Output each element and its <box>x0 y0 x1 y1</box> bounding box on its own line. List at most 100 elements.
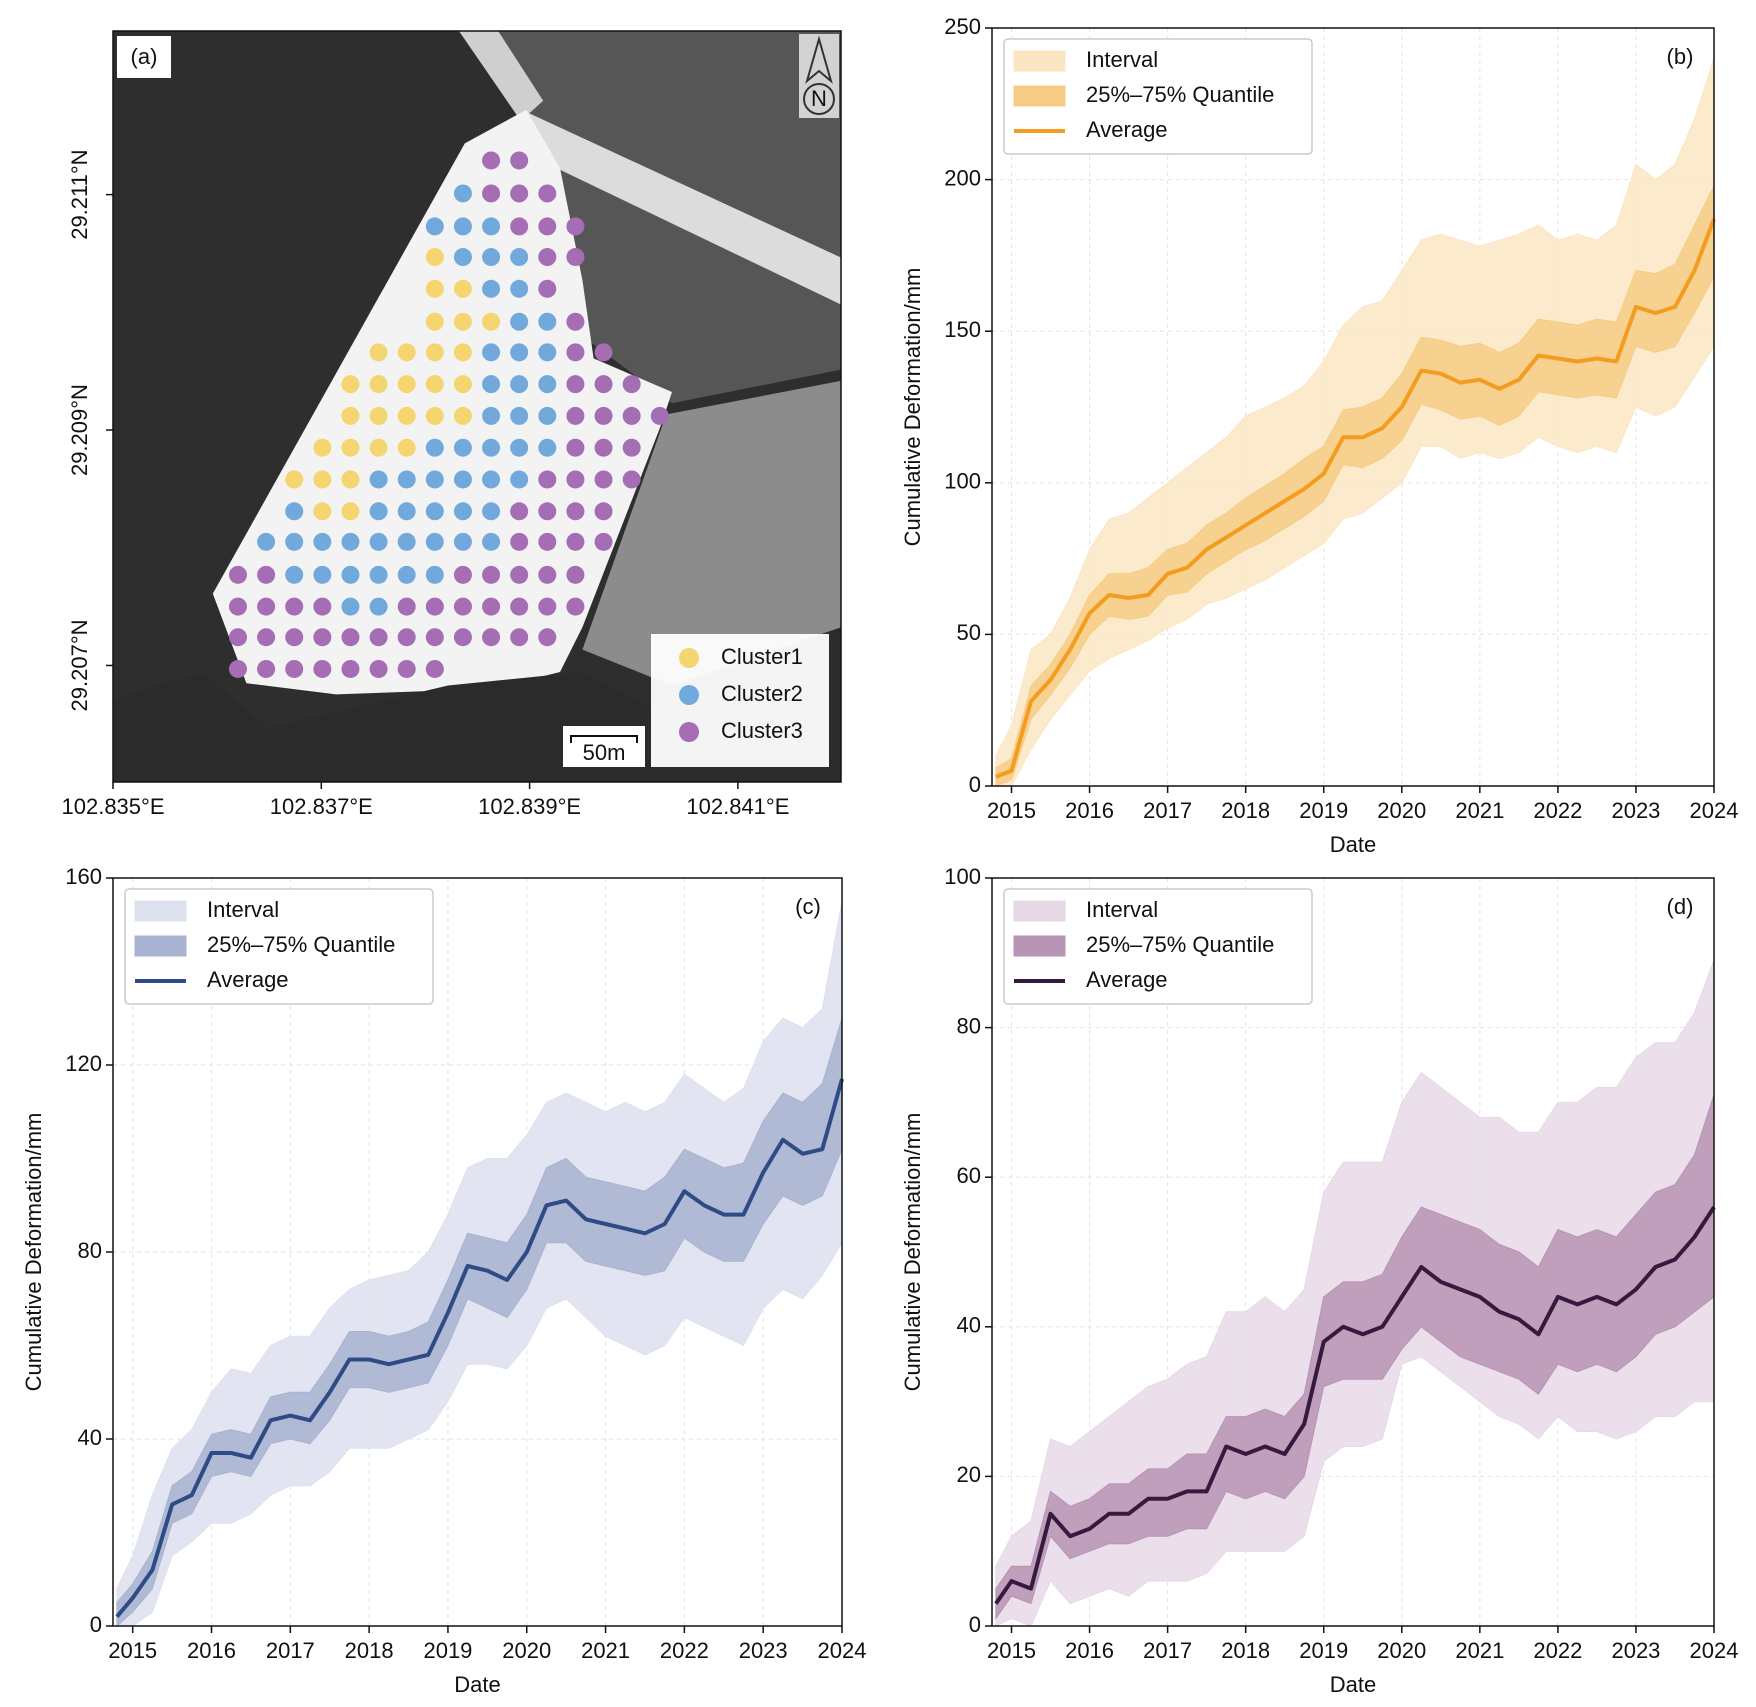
y-axis-title: Cumulative Deformation/mm <box>21 1113 46 1392</box>
cluster-point <box>397 502 416 521</box>
cluster-point <box>228 597 247 616</box>
x-tick-label: 2022 <box>660 1638 709 1663</box>
x-tick-label: 2023 <box>739 1638 788 1663</box>
y-tick-label: 20 <box>957 1462 981 1487</box>
cluster-point <box>369 375 388 394</box>
legend-label: 25%–75% Quantile <box>1086 82 1274 107</box>
x-tick-label: 2021 <box>581 1638 630 1663</box>
legend-marker <box>679 648 699 668</box>
panel-label: (a) <box>131 44 158 69</box>
cluster-point <box>341 532 360 551</box>
y-tick-label: 100 <box>944 469 981 494</box>
cluster-point <box>257 565 276 584</box>
cluster-point <box>482 532 501 551</box>
x-axis-title: Date <box>1330 1672 1376 1697</box>
cluster-point <box>622 406 641 425</box>
x-tick-label: 2021 <box>1455 1638 1504 1663</box>
legend-marker <box>679 685 699 705</box>
cluster-point <box>510 532 529 551</box>
cluster-point <box>453 184 472 203</box>
cluster-point <box>425 565 444 584</box>
x-tick-label: 2022 <box>1533 1638 1582 1663</box>
cluster-point <box>594 406 613 425</box>
cluster-point <box>453 502 472 521</box>
land <box>470 31 842 404</box>
x-tick-label: 2024 <box>818 1638 867 1663</box>
x-tick-label: 2018 <box>345 1638 394 1663</box>
cluster-point <box>453 312 472 331</box>
y-tick-label: 100 <box>944 864 981 889</box>
cluster-point <box>228 565 247 584</box>
cluster-point <box>341 565 360 584</box>
cluster-point <box>397 565 416 584</box>
x-tick-label: 102.835°E <box>62 794 165 819</box>
cluster-point <box>482 502 501 521</box>
cluster-point <box>538 248 557 267</box>
cluster-point <box>538 502 557 521</box>
cluster-point <box>453 597 472 616</box>
legend-label: 25%–75% Quantile <box>207 932 395 957</box>
cluster-point <box>482 279 501 298</box>
cluster-point <box>594 532 613 551</box>
cluster-point <box>482 375 501 394</box>
cluster-point <box>482 151 501 170</box>
cluster-point <box>369 597 388 616</box>
road <box>526 112 842 305</box>
cluster-point <box>453 248 472 267</box>
cluster-point <box>341 438 360 457</box>
cluster-point <box>566 532 585 551</box>
y-tick-label: 40 <box>957 1313 981 1338</box>
cluster-point <box>538 312 557 331</box>
average-line <box>995 218 1716 779</box>
x-tick-label: 2017 <box>1143 798 1192 823</box>
cluster-point <box>594 375 613 394</box>
cluster-point <box>510 151 529 170</box>
cluster-point <box>538 470 557 489</box>
legend-label: Cluster3 <box>721 718 803 743</box>
legend-marker <box>679 722 699 742</box>
cluster-point <box>453 470 472 489</box>
cluster-point <box>369 406 388 425</box>
cluster-point <box>257 597 276 616</box>
cluster-point <box>397 628 416 647</box>
average-line <box>115 1078 844 1618</box>
panel-label: (c) <box>795 894 821 919</box>
cluster-point <box>566 597 585 616</box>
cluster-point <box>369 438 388 457</box>
cluster-point <box>594 470 613 489</box>
legend-box <box>1003 888 1313 1005</box>
cluster-point <box>341 375 360 394</box>
cluster-point <box>510 217 529 236</box>
y-tick-label: 29.207°N <box>67 619 92 711</box>
x-axis-title: Date <box>454 1672 500 1697</box>
cluster-point <box>538 343 557 362</box>
y-tick-label: 120 <box>65 1051 102 1076</box>
legend-label: Average <box>1086 117 1168 142</box>
cluster-point <box>453 406 472 425</box>
scale-label: 50m <box>583 740 626 765</box>
cluster-point <box>425 470 444 489</box>
cluster-point <box>453 438 472 457</box>
average-line <box>994 1206 1716 1605</box>
cluster-point <box>313 438 332 457</box>
cluster-point <box>510 248 529 267</box>
y-tick-label: 80 <box>78 1238 102 1263</box>
cluster-point <box>369 628 388 647</box>
legend-label: Interval <box>207 897 279 922</box>
cluster-point <box>369 343 388 362</box>
x-tick-label: 2020 <box>1377 798 1426 823</box>
legend-patch <box>1013 900 1066 922</box>
road <box>459 31 544 121</box>
x-tick-label: 2020 <box>502 1638 551 1663</box>
x-tick-label: 2019 <box>1299 798 1348 823</box>
cluster-point <box>397 438 416 457</box>
x-tick-label: 102.839°E <box>478 794 581 819</box>
cluster-point <box>453 375 472 394</box>
x-tick-label: 2015 <box>987 1638 1036 1663</box>
cluster-point <box>453 565 472 584</box>
cluster-point <box>341 597 360 616</box>
cluster-point <box>425 597 444 616</box>
cluster-point <box>538 279 557 298</box>
cluster-point <box>313 659 332 678</box>
